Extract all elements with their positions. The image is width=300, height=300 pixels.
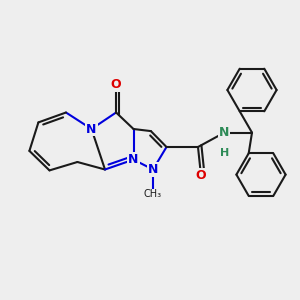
Text: N: N: [128, 153, 139, 166]
Text: N: N: [86, 122, 97, 136]
Text: O: O: [196, 169, 206, 182]
Text: O: O: [111, 78, 122, 91]
Text: H: H: [220, 148, 229, 158]
Text: N: N: [148, 163, 158, 176]
Text: CH₃: CH₃: [144, 189, 162, 199]
Text: N: N: [219, 126, 230, 139]
